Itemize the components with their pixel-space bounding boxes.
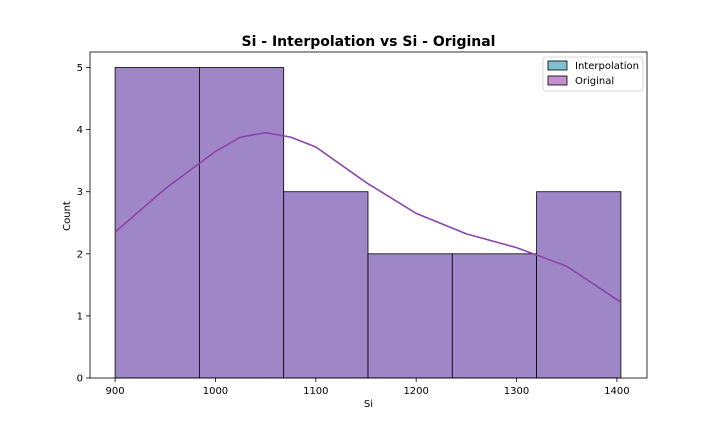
legend-swatch-interpolation — [547, 60, 568, 71]
x-tick-label: 1300 — [504, 386, 529, 397]
legend: Interpolation Original — [542, 56, 644, 92]
y-tick-label: 4 — [77, 125, 83, 136]
histogram-bar — [198, 67, 285, 379]
y-axis-label: Count — [62, 201, 73, 231]
x-tick-label: 900 — [106, 386, 125, 397]
y-tick-label: 5 — [77, 63, 83, 74]
x-tick-label: 1100 — [303, 386, 328, 397]
legend-label-interpolation: Interpolation — [575, 61, 639, 72]
histogram-bar — [114, 67, 200, 379]
y-tick-label: 2 — [77, 249, 83, 260]
y-axis-ticks: 0 1 2 3 4 5 — [77, 63, 90, 385]
kde-curve — [114, 131, 622, 303]
histogram-bar — [283, 191, 369, 379]
x-tick-label: 1400 — [604, 386, 629, 397]
histogram-bar — [451, 253, 538, 379]
bars-layer — [114, 67, 622, 379]
histogram-bar — [536, 191, 622, 379]
y-tick-label: 3 — [77, 187, 83, 198]
x-axis-ticks: 900 1000 1100 1200 1300 1400 — [106, 378, 630, 397]
histogram-bar — [367, 253, 453, 379]
x-tick-label: 1000 — [203, 386, 228, 397]
legend-swatch-original — [547, 75, 568, 86]
y-tick-label: 0 — [77, 374, 83, 385]
chart-title: Si - Interpolation vs Si - Original — [242, 34, 496, 50]
plot-frame — [89, 51, 648, 379]
x-tick-label: 1200 — [403, 386, 428, 397]
legend-box — [542, 56, 644, 92]
y-tick-label: 1 — [77, 311, 83, 322]
legend-label-original: Original — [575, 76, 614, 87]
x-axis-label: Si — [364, 399, 373, 410]
